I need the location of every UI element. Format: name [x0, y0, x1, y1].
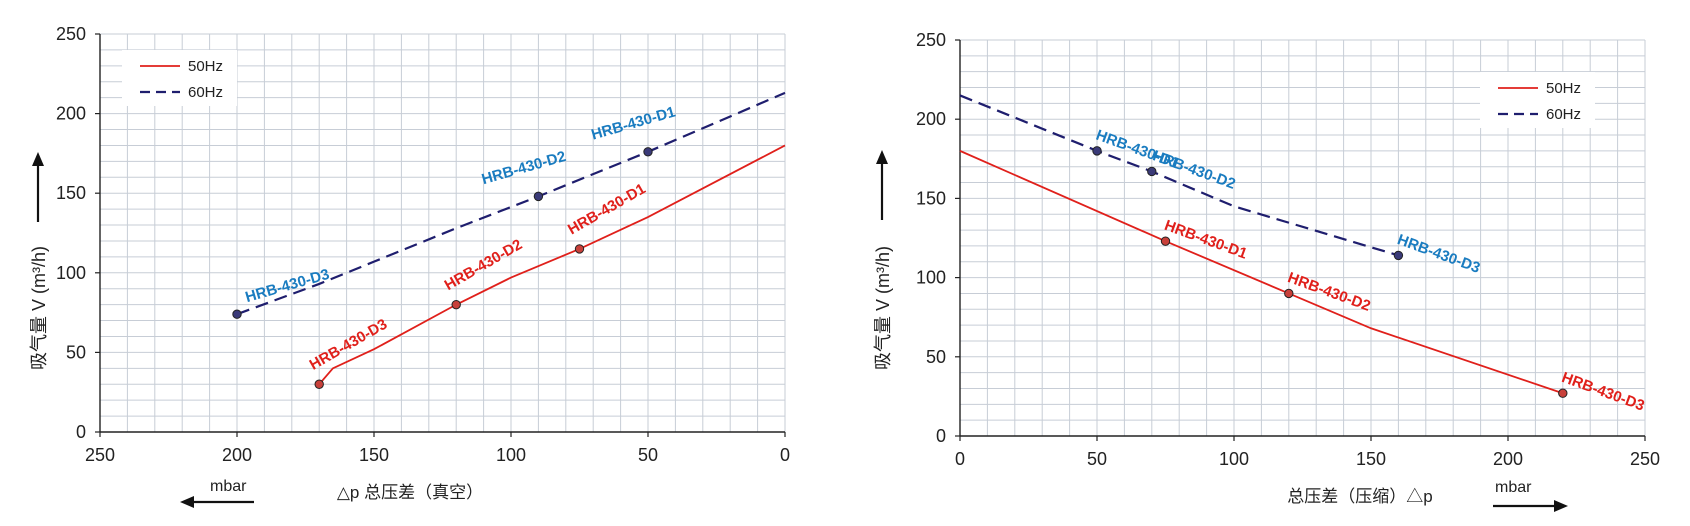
data-point: [574, 244, 585, 254]
x-axis-label: 总压差（压缩）△p: [1287, 487, 1432, 506]
y-axis-label: 吸气量 V (m³/h): [29, 246, 49, 370]
legend-label: 60Hz: [1546, 106, 1581, 123]
chart-1: 250 200 150 100 50 0 0 50 100 150 200 250 HRB-430-D1…: [29, 24, 790, 508]
x-tick-label: 200: [222, 445, 252, 465]
x-tick-label: 0: [955, 449, 965, 469]
y-tick-label: 250: [56, 24, 86, 44]
legend: 50Hz 60Hz: [122, 50, 237, 106]
y-axis-label: 吸气量 V (m³/h): [873, 246, 893, 370]
y-tick-label: 200: [916, 109, 946, 129]
point-label: HRB-430-D2: [480, 148, 568, 188]
data-point: [314, 379, 324, 389]
x-tick-label: 150: [1356, 449, 1386, 469]
point-label: HRB-430-D3: [1395, 231, 1482, 277]
x-axis-arrow-head: [1554, 500, 1568, 512]
y-tick-label: 50: [926, 347, 946, 367]
x-tick-label: 100: [1219, 449, 1249, 469]
x-tick-label: 200: [1493, 449, 1523, 469]
point-label: HRB-430-D2: [1150, 147, 1237, 193]
data-point: [643, 147, 653, 157]
data-point: [1147, 166, 1157, 177]
data-point: [451, 299, 461, 310]
point-label: HRB-430-D3: [243, 266, 331, 306]
x-axis-unit: mbar: [1495, 479, 1532, 496]
y-tick-label: 100: [56, 263, 86, 283]
x-tick-label: 100: [496, 445, 526, 465]
y-tick-label: 50: [66, 342, 86, 362]
y-tick-label: 0: [76, 422, 86, 442]
series-line-50Hz: [318, 144, 786, 385]
point-label: HRB-430-D2: [1285, 269, 1372, 315]
chart-2: 0 50 100 150 200 250 0 50 100 150 200 250 HRB-430-D1…: [873, 30, 1660, 512]
data-point: [1284, 288, 1294, 299]
legend-box: [122, 50, 237, 106]
y-axis-label-group: 吸气量 V (m³/h): [873, 150, 893, 370]
data-point: [1092, 146, 1102, 156]
data-point: [1393, 250, 1404, 261]
x-axis-arrow-head: [180, 496, 194, 508]
y-tick-label: 150: [56, 183, 86, 203]
x-axis-unit: mbar: [210, 478, 247, 495]
x-tick-label: 50: [638, 445, 658, 465]
y-tick-label: 200: [56, 104, 86, 124]
point-label: HRB-430-D1: [589, 103, 677, 143]
y-axis-arrow-head: [32, 152, 44, 166]
y-axis-label-group: 吸气量 V (m³/h): [29, 152, 49, 370]
x-tick-label: 250: [1630, 449, 1660, 469]
legend-label: 60Hz: [188, 84, 223, 101]
data-point: [232, 309, 242, 319]
data-point: [1558, 388, 1568, 398]
data-point: [1160, 236, 1171, 246]
legend-label: 50Hz: [1546, 80, 1581, 97]
y-tick-label: 100: [916, 268, 946, 288]
x-tick-label: 150: [359, 445, 389, 465]
data-point: [533, 191, 544, 202]
x-axis-label: △p 总压差（真空）: [337, 483, 483, 502]
point-label: HRB-430-D1: [1162, 217, 1249, 263]
x-tick-label: 50: [1087, 449, 1107, 469]
y-tick-label: 150: [916, 188, 946, 208]
point-label: HRB-430-D3: [1559, 369, 1646, 415]
y-axis-arrow-head: [876, 150, 888, 164]
legend-label: 50Hz: [188, 58, 223, 75]
x-tick-label: 0: [780, 445, 790, 465]
x-tick-label: 250: [85, 445, 115, 465]
y-tick-label: 0: [936, 426, 946, 446]
legend-box: [1480, 72, 1595, 128]
legend: 50Hz 60Hz: [1480, 72, 1595, 128]
y-tick-label: 250: [916, 30, 946, 50]
grid: [99, 33, 786, 433]
